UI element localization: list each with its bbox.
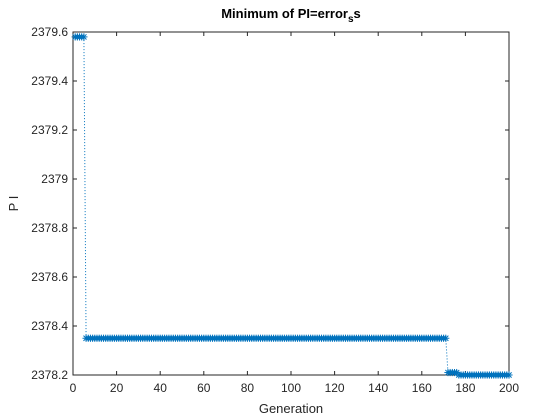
x-tick-label: 100	[281, 381, 301, 395]
y-axis-label: P I	[6, 196, 21, 212]
x-tick-label: 160	[412, 381, 432, 395]
y-tick-label: 2378.8	[31, 221, 68, 235]
y-tick-label: 2379	[41, 172, 68, 186]
ticks-layer: 0 20 40 60 80 100 120 140 160 180 200 2378.2 2378.4 2…	[31, 25, 519, 395]
x-tick-label: 80	[241, 381, 255, 395]
series-layer	[71, 33, 513, 379]
x-axis-label: Generation	[259, 401, 323, 416]
y-tick-label: 2379.4	[31, 74, 68, 88]
x-tick-label: 120	[325, 381, 345, 395]
y-tick-label: 2378.4	[31, 319, 68, 333]
x-tick-label: 20	[110, 381, 124, 395]
x-tick-label: 180	[455, 381, 475, 395]
data-point-marker	[442, 334, 450, 342]
x-tick-label: 0	[70, 381, 77, 395]
data-point-marker	[80, 33, 88, 41]
chart-title-subscript: s	[348, 14, 354, 25]
y-tick-label: 2379.2	[31, 123, 68, 137]
plot-area	[72, 31, 510, 376]
y-tick-label: 2379.6	[31, 25, 68, 39]
chart-title-tail: s	[354, 6, 361, 21]
x-tick-label: 200	[499, 381, 519, 395]
chart-title: Minimum of PI=errorss	[221, 6, 361, 25]
x-tick-label: 140	[368, 381, 388, 395]
y-tick-label: 2378.6	[31, 270, 68, 284]
data-point-marker	[505, 371, 513, 379]
x-tick-label: 60	[197, 381, 211, 395]
x-tick-label: 40	[154, 381, 168, 395]
y-tick-label: 2378.2	[31, 368, 68, 382]
